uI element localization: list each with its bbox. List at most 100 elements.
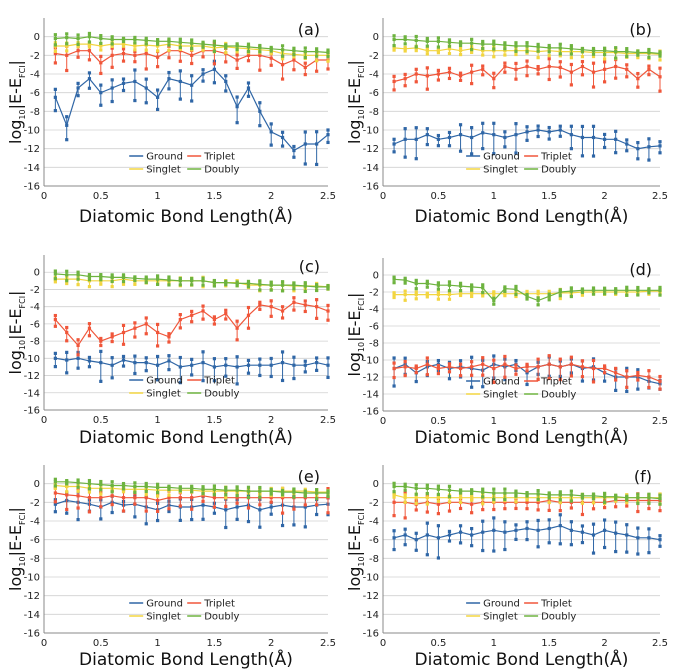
panel-f: 0-2-4-6-8-10-12-14-160 0.5 1 1.5 2 2.5(f)Grou…	[345, 465, 668, 670]
data-point	[580, 512, 585, 517]
data-point	[636, 293, 640, 297]
data-point	[636, 71, 640, 76]
data-point	[436, 363, 440, 368]
data-point	[156, 509, 160, 513]
data-point	[536, 377, 540, 382]
data-point	[144, 275, 148, 279]
legend-label: Ground	[483, 377, 520, 388]
x-axis-label: Diatomic Bond Length(Å)	[79, 426, 293, 448]
data-point	[514, 372, 518, 376]
data-point	[53, 486, 57, 491]
legend-label: Ground	[483, 599, 520, 610]
data-point	[536, 64, 540, 69]
data-point	[625, 369, 629, 373]
data-point	[591, 551, 596, 555]
data-point	[315, 69, 319, 73]
y-tick-label: -12	[24, 591, 40, 602]
data-point	[326, 318, 330, 322]
data-point	[292, 507, 296, 511]
panel-label: (d)	[629, 260, 652, 279]
data-point	[392, 142, 396, 146]
data-point	[156, 65, 160, 69]
data-point	[447, 529, 452, 533]
data-point	[246, 59, 251, 63]
data-point	[178, 69, 182, 73]
data-point	[470, 82, 474, 86]
data-point	[303, 487, 307, 491]
data-point	[392, 150, 396, 154]
data-point	[403, 35, 407, 39]
data-point	[591, 54, 596, 59]
data-point	[110, 99, 114, 104]
data-point	[235, 501, 239, 505]
data-point	[403, 482, 407, 486]
data-point	[458, 359, 463, 363]
data-point	[470, 283, 474, 287]
data-point	[569, 543, 573, 547]
data-point	[99, 83, 103, 87]
data-point	[558, 509, 562, 513]
data-point	[514, 77, 518, 81]
data-point	[458, 281, 463, 285]
data-point	[392, 536, 396, 540]
data-point	[625, 501, 629, 505]
x-tick-label: 1.5	[206, 191, 222, 202]
data-point	[458, 362, 463, 366]
data-point	[110, 42, 114, 46]
series-triplet	[392, 354, 662, 391]
data-point	[269, 314, 273, 318]
legend-label: Doubly	[204, 165, 239, 176]
data-point	[547, 43, 551, 48]
data-point	[447, 297, 452, 301]
data-point	[580, 496, 585, 500]
data-point	[224, 51, 228, 55]
data-point	[76, 366, 80, 370]
data-point	[636, 526, 640, 530]
data-point	[414, 67, 418, 71]
series-line-doubly	[55, 481, 328, 494]
data-point	[292, 487, 296, 491]
data-point	[53, 317, 57, 322]
data-point	[514, 151, 518, 155]
data-point	[280, 130, 285, 134]
data-point	[503, 285, 507, 289]
data-point	[178, 47, 182, 51]
data-point	[201, 40, 205, 44]
data-point	[658, 58, 662, 62]
data-point	[121, 47, 126, 51]
data-point	[492, 47, 496, 51]
data-point	[133, 481, 137, 485]
data-point	[647, 551, 651, 555]
data-point	[580, 524, 585, 528]
data-point	[547, 376, 551, 381]
series-ground	[392, 121, 662, 162]
data-point	[303, 61, 307, 65]
data-point	[580, 55, 585, 59]
data-point	[492, 152, 496, 156]
data-point	[110, 285, 114, 289]
data-point	[580, 540, 585, 545]
data-point	[269, 143, 273, 147]
data-point	[403, 276, 407, 280]
data-point	[315, 47, 319, 51]
y-axis-label: log10|E-EFCI|	[6, 291, 27, 375]
data-point	[525, 382, 529, 387]
data-point	[144, 493, 148, 497]
data-point	[133, 371, 137, 376]
data-point	[212, 278, 216, 283]
data-point	[492, 55, 496, 59]
x-tick-label: 2	[601, 416, 607, 427]
legend-label: Doubly	[541, 165, 576, 176]
data-point	[246, 81, 251, 85]
data-point	[212, 379, 216, 383]
data-point	[436, 51, 440, 55]
data-point	[246, 326, 251, 330]
y-tick-label: -16	[24, 182, 40, 193]
data-point	[414, 157, 418, 161]
data-point	[315, 503, 319, 507]
data-point	[326, 303, 330, 308]
data-point	[658, 54, 662, 58]
data-point	[87, 31, 92, 36]
data-point	[436, 45, 440, 49]
data-point	[525, 289, 529, 294]
